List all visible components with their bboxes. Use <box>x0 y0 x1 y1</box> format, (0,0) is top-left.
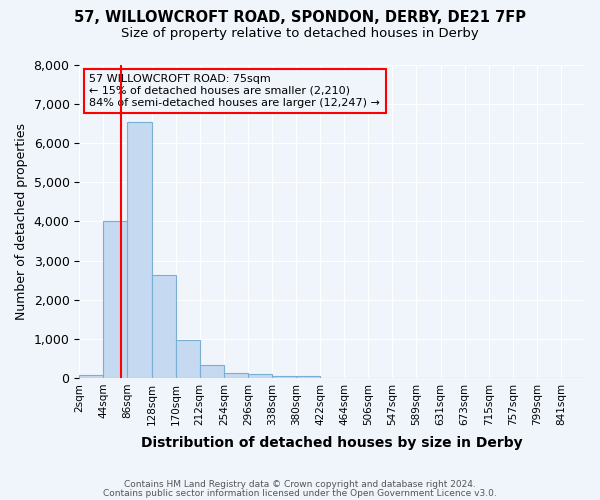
Bar <box>200 366 224 378</box>
Text: Contains public sector information licensed under the Open Government Licence v3: Contains public sector information licen… <box>103 490 497 498</box>
Bar <box>79 375 103 378</box>
Bar <box>272 376 296 378</box>
Bar <box>127 122 152 378</box>
Bar <box>248 374 272 378</box>
Text: Contains HM Land Registry data © Crown copyright and database right 2024.: Contains HM Land Registry data © Crown c… <box>124 480 476 489</box>
Bar <box>224 373 248 378</box>
Text: 57 WILLOWCROFT ROAD: 75sqm
← 15% of detached houses are smaller (2,210)
84% of s: 57 WILLOWCROFT ROAD: 75sqm ← 15% of deta… <box>89 74 380 108</box>
Bar <box>296 376 320 378</box>
X-axis label: Distribution of detached houses by size in Derby: Distribution of detached houses by size … <box>142 436 523 450</box>
Text: Size of property relative to detached houses in Derby: Size of property relative to detached ho… <box>121 28 479 40</box>
Y-axis label: Number of detached properties: Number of detached properties <box>15 123 28 320</box>
Bar <box>152 276 176 378</box>
Bar <box>103 222 127 378</box>
Bar <box>176 340 200 378</box>
Text: 57, WILLOWCROFT ROAD, SPONDON, DERBY, DE21 7FP: 57, WILLOWCROFT ROAD, SPONDON, DERBY, DE… <box>74 10 526 25</box>
